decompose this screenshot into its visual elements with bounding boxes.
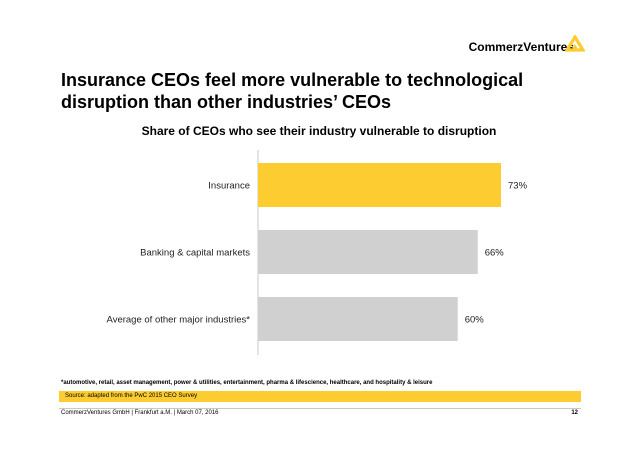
bar-2 xyxy=(258,297,458,341)
value-label-2: 60% xyxy=(465,315,485,326)
footer-divider xyxy=(59,408,581,409)
bar-0 xyxy=(258,163,501,207)
brand-name: CommerzVentures xyxy=(468,40,574,54)
value-label-1: 66% xyxy=(485,248,505,259)
footer-company-line: CommerzVentures GmbH | Frankfurt a.M. | … xyxy=(61,410,219,416)
brand: CommerzVentures xyxy=(469,38,574,56)
category-label-1: Banking & capital markets xyxy=(140,248,250,259)
category-label-0: Insurance xyxy=(208,181,250,192)
value-label-0: 73% xyxy=(508,181,528,192)
bar-1 xyxy=(258,230,478,274)
chart-title: Share of CEOs who see their industry vul… xyxy=(141,124,497,138)
source-bar: Source: adapted from the PwC 2015 CEO Su… xyxy=(59,391,581,402)
source-text: Source: adapted from the PwC 2015 CEO Su… xyxy=(65,393,198,399)
commerzbank-ribbon-logo-icon xyxy=(565,35,585,52)
page-number: 12 xyxy=(571,410,578,416)
page-title: Insurance CEOs feel more vulnerable to t… xyxy=(61,70,524,112)
category-label-2: Average of other major industries* xyxy=(107,315,251,326)
footnote: *automotive, retail, asset management, p… xyxy=(61,380,433,386)
